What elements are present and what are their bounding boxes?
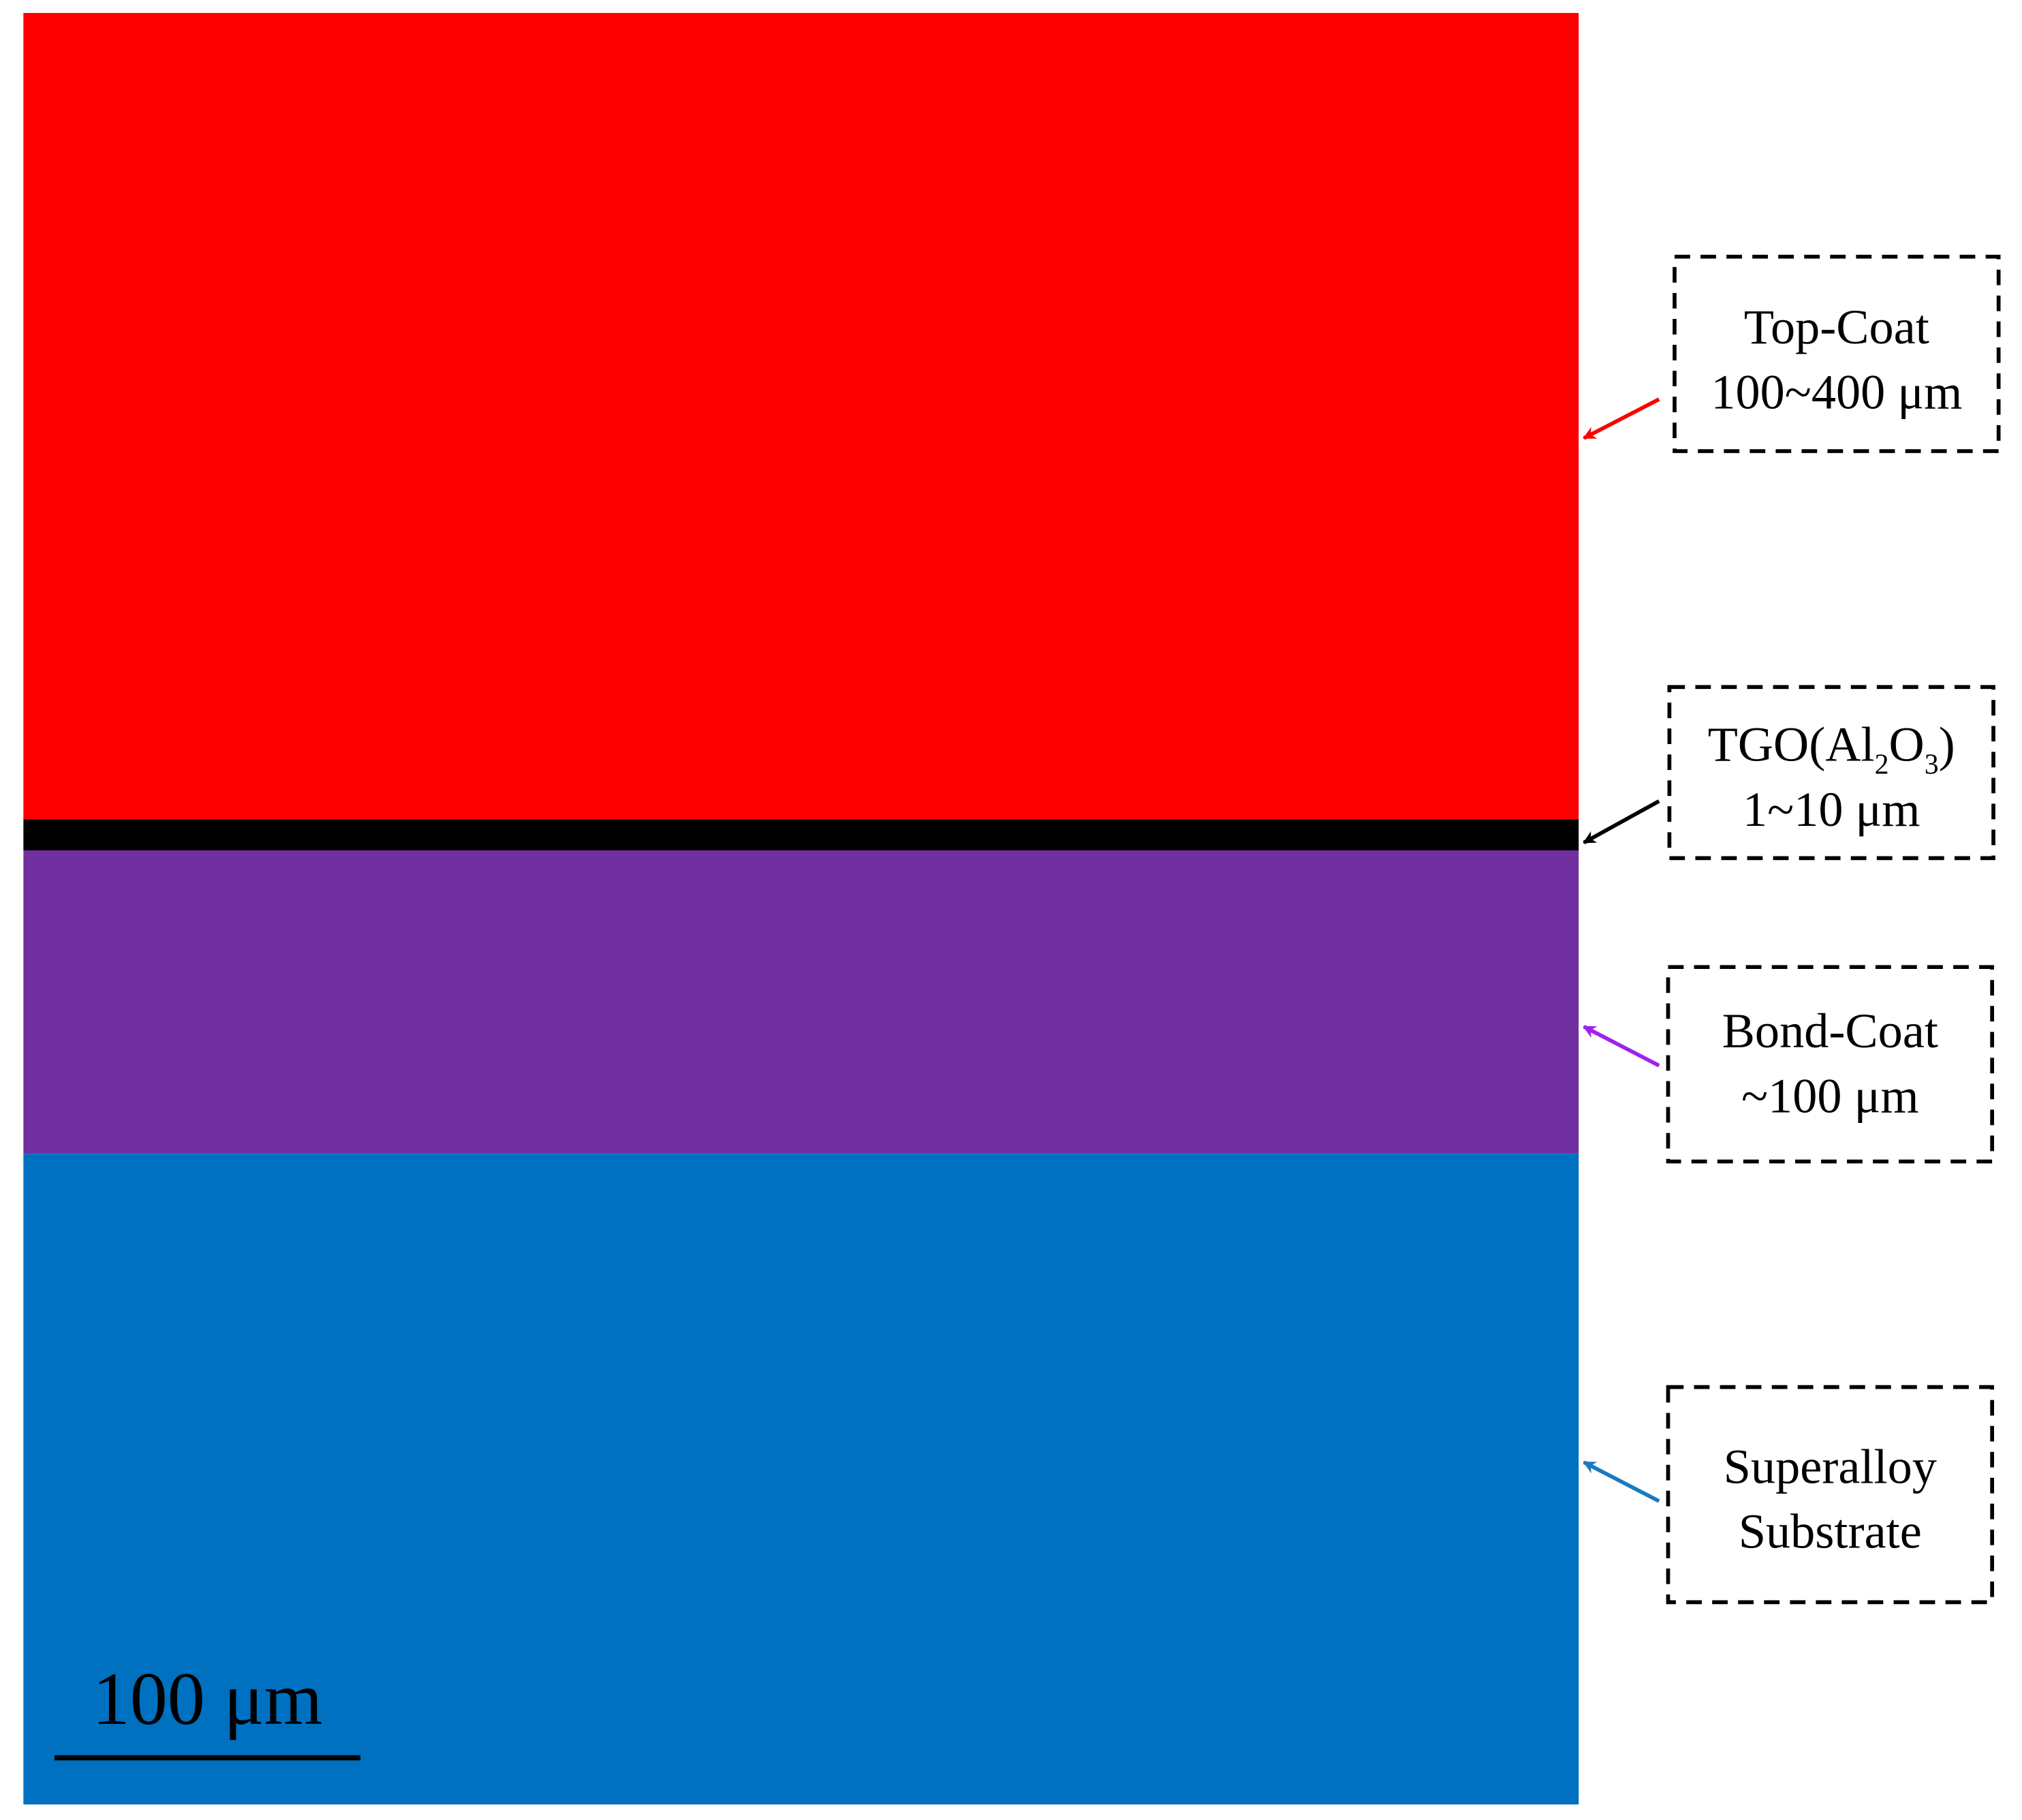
substrate-layer (23, 1154, 1579, 1805)
top-coat-layer (23, 13, 1579, 820)
scale-bar-label: 100 μm (92, 1657, 322, 1740)
label-line: Bond-Coat (1722, 1004, 1938, 1058)
label-box (1666, 1385, 1994, 1605)
label-text: Top-Coat (1744, 300, 1929, 354)
label-text: O (1889, 718, 1925, 772)
label-text: Substrate (1739, 1504, 1922, 1558)
label-text: Bond-Coat (1722, 1004, 1938, 1058)
label-box (1673, 254, 2001, 453)
label-line: 100~400 μm (1711, 365, 1962, 419)
label-line: 1~10 μm (1743, 782, 1920, 837)
label-line: ~100 μm (1741, 1068, 1919, 1123)
label-box (1667, 685, 1995, 861)
arrow (1583, 1025, 1660, 1068)
label-line: Substrate (1739, 1504, 1922, 1558)
label-text: ) (1939, 718, 1955, 772)
label-text: TGO(Al (1708, 718, 1875, 772)
tgo-layer (23, 819, 1579, 850)
label-text: 1~10 μm (1743, 782, 1920, 837)
label-line: TGO(Al2O3) (1708, 718, 1955, 781)
bond-coat-layer (23, 850, 1579, 1154)
label-line: Superalloy (1724, 1439, 1937, 1494)
subscript: 2 (1875, 750, 1889, 781)
arrow (1583, 1460, 1660, 1503)
label-line: Top-Coat (1744, 300, 1929, 354)
label-box (1666, 965, 1994, 1164)
label-text: 100~400 μm (1711, 365, 1962, 419)
arrow (1583, 799, 1660, 845)
label-text: ~100 μm (1741, 1068, 1919, 1123)
subscript: 3 (1925, 750, 1939, 781)
label-text: Superalloy (1724, 1439, 1937, 1494)
arrow (1583, 397, 1660, 440)
